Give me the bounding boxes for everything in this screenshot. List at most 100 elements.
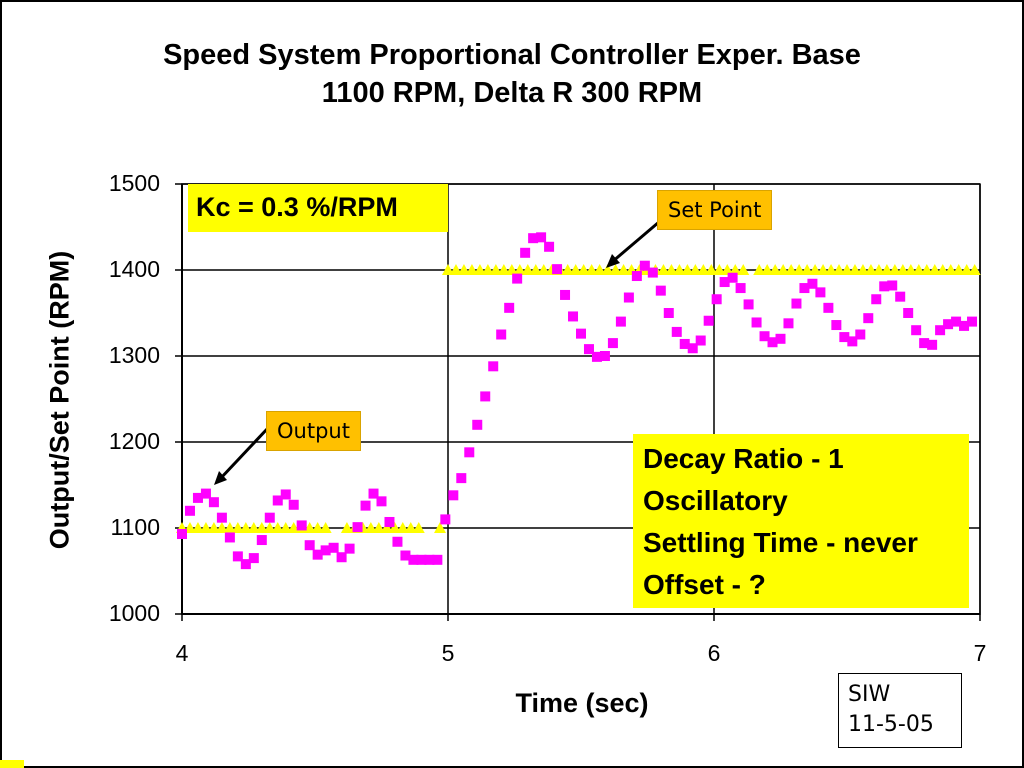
output-marker <box>615 316 626 327</box>
axes <box>175 183 981 621</box>
output-marker <box>751 317 762 328</box>
output-marker <box>695 335 706 346</box>
output-marker <box>496 329 507 340</box>
setpoint-marker <box>753 264 766 275</box>
setpoint-marker <box>769 264 782 275</box>
output-marker <box>775 333 786 344</box>
setpoint-marker <box>920 264 933 275</box>
setpoint-marker <box>681 264 694 275</box>
setpoint-marker <box>944 264 957 275</box>
setpoint-marker <box>928 264 941 275</box>
setpoint-marker <box>311 522 324 533</box>
output-marker <box>919 338 930 349</box>
output-marker <box>392 536 403 547</box>
output-marker <box>256 535 267 546</box>
y-tick-label: 1300 <box>108 342 160 368</box>
setpoint-marker <box>247 522 260 533</box>
title-line-1: Speed System Proportional Controller Exp… <box>163 39 861 71</box>
title-line-2: 1100 RPM, Delta R 300 RPM <box>321 77 703 109</box>
x-tick-label: 7 <box>973 640 987 666</box>
output-marker <box>440 514 451 525</box>
setpoint-marker <box>801 264 814 275</box>
notes-box: Decay Ratio - 1 Oscillatory Settling Tim… <box>633 434 969 608</box>
output-marker <box>304 540 315 551</box>
setpoint-arrow-line <box>611 220 660 264</box>
setpoint-marker <box>380 522 393 533</box>
output-marker <box>240 559 251 570</box>
output-marker <box>807 278 818 289</box>
setpoint-callout: Set Point <box>657 190 773 230</box>
output-marker <box>344 543 355 554</box>
setpoint-marker <box>777 264 790 275</box>
output-marker <box>879 281 890 292</box>
y-tick-label: 1000 <box>108 600 160 626</box>
output-marker <box>935 325 946 336</box>
setpoint-marker <box>223 522 236 533</box>
output-marker <box>863 313 874 324</box>
y-tick-label: 1500 <box>108 170 160 196</box>
output-marker <box>679 338 690 349</box>
setpoint-marker <box>761 264 774 275</box>
setpoint-marker <box>912 264 925 275</box>
setpoint-marker <box>833 264 846 275</box>
setpoint-marker <box>388 522 401 533</box>
output-marker <box>448 490 459 501</box>
setpoint-marker <box>231 522 244 533</box>
y-tick-label: 1100 <box>110 514 160 540</box>
output-marker <box>799 283 810 294</box>
setpoint-marker <box>848 264 861 275</box>
setpoint-marker <box>593 264 606 275</box>
x-tick-label: 4 <box>175 640 189 666</box>
setpoint-marker <box>412 522 425 533</box>
output-marker <box>663 308 674 318</box>
output-marker <box>248 553 259 564</box>
setpoint-marker <box>319 522 332 533</box>
output-marker <box>895 291 906 302</box>
output-marker <box>591 351 602 362</box>
output-marker <box>711 294 722 305</box>
output-marker <box>232 551 243 562</box>
setpoint-marker <box>505 264 518 275</box>
output-marker <box>352 522 363 533</box>
output-marker <box>528 233 539 244</box>
output-arrow-head <box>214 471 227 485</box>
setpoint-marker <box>457 264 470 275</box>
output-marker <box>288 499 299 510</box>
output-marker <box>560 289 571 300</box>
y-axis-label: Output/Set Point (RPM) <box>44 250 75 550</box>
output-marker <box>384 516 395 527</box>
setpoint-marker <box>340 522 353 533</box>
callout-arrows <box>214 220 660 485</box>
setpoint-marker <box>207 522 220 533</box>
output-marker <box>504 302 515 313</box>
setpoint-marker <box>904 264 917 275</box>
output-marker <box>735 283 746 294</box>
note-decay-ratio: Decay Ratio - 1 <box>643 443 844 474</box>
output-marker <box>472 419 483 430</box>
output-marker <box>272 495 283 506</box>
output-marker <box>280 489 291 500</box>
setpoint-marker <box>199 522 212 533</box>
setpoint-marker <box>569 264 582 275</box>
setpoint-marker <box>809 264 822 275</box>
output-marker <box>320 545 331 556</box>
output-marker <box>488 361 499 372</box>
output-marker <box>200 488 211 499</box>
note-offset: Offset - ? <box>643 569 766 600</box>
output-marker <box>959 320 970 331</box>
setpoint-marker <box>537 264 550 275</box>
setpoint-marker <box>434 522 447 533</box>
setpoint-marker <box>239 522 252 533</box>
output-marker <box>831 320 842 331</box>
setpoint-marker <box>449 264 462 275</box>
output-marker <box>647 267 658 278</box>
signature-name: SIW <box>848 682 891 707</box>
setpoint-marker <box>896 264 909 275</box>
setpoint-marker <box>952 264 965 275</box>
setpoint-marker <box>856 264 869 275</box>
y-tick-label: 1400 <box>108 256 160 282</box>
x-axis-label: Time (sec) <box>515 688 649 718</box>
output-marker <box>583 344 594 355</box>
setpoint-marker <box>689 264 702 275</box>
output-marker <box>576 328 586 339</box>
